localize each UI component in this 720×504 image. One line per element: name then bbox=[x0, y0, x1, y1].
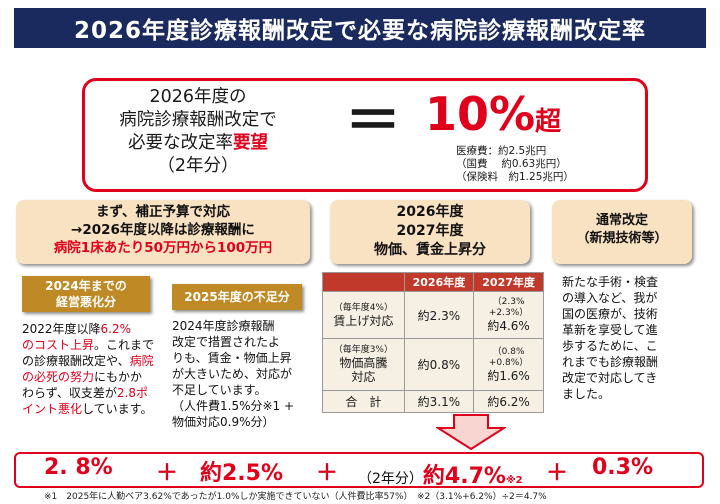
subheader-2024-deterioration: 2024年までの 経営悪化分 bbox=[22, 276, 150, 312]
table-row: 合 計 約3.1% 約6.2% bbox=[322, 390, 544, 413]
table-cell: （0.8% +0.8%） 約1.6% bbox=[473, 338, 544, 391]
rates-table: 2026年度 2027年度 （毎年度4%） 賃上げ対応 約2.3% （2.3% +… bbox=[322, 272, 544, 413]
table-cell: 約6.2% bbox=[473, 390, 544, 413]
table-row-label: （毎年度4%） 賃上げ対応 bbox=[322, 291, 405, 339]
table-row: （毎年度4%） 賃上げ対応 約2.3% （2.3% +2.3%） 約4.6% bbox=[322, 291, 544, 339]
plus-sign: ＋ bbox=[156, 461, 179, 486]
row-label: 賃上げ対応 bbox=[333, 313, 394, 328]
table-row: （毎年度3%） 物価高騰 対応 約0.8% （0.8% +0.8%） 約1.6% bbox=[322, 338, 544, 391]
table-header-row: 2026年度 2027年度 bbox=[322, 272, 544, 292]
header-regular-revision: 通常改定 （新規技術等） bbox=[552, 200, 692, 264]
paragraph-deterioration: 2022年度以降6.2% のコスト上昇。これまで の診療報酬改定や、病院 の必死… bbox=[22, 321, 154, 417]
table-cell: 約0.8% bbox=[403, 338, 475, 391]
p1-d: のコスト上昇 bbox=[22, 338, 95, 352]
p1-i: にもかか わらず、収支差が bbox=[22, 370, 143, 400]
p1-e: 。これまで の診療報酬改定や、 bbox=[22, 338, 155, 368]
table-cell: （2.3% +2.3%） 約4.6% bbox=[473, 291, 544, 339]
footnote: ※1 2025年に人勤ベア3.62%であったが1.0%しか実施できていない（人件… bbox=[44, 492, 547, 502]
header-price-wage: 2026年度 2027年度 物価、賃金上昇分 bbox=[330, 200, 530, 264]
desc-line-3: 必要な改定率要望 bbox=[98, 132, 298, 155]
p1-b: 6.2% bbox=[100, 322, 132, 336]
term-two-year-note: ※2 bbox=[505, 475, 523, 486]
row-note: （毎年度4%） bbox=[333, 302, 393, 313]
term-two-year: （2年分）約4.7%※2 bbox=[358, 458, 523, 490]
subheader-2025-shortfall: 2025年度の不足分 bbox=[172, 284, 302, 310]
term-two-year-value: 約4.7% bbox=[422, 464, 506, 489]
header-price-wage-line-2: 2027年度 bbox=[396, 223, 464, 239]
required-rate-value: 10%超 bbox=[425, 88, 561, 140]
subheader-2024-line-2: 経営悪化分 bbox=[55, 295, 116, 309]
header-subsidy: まず、補正予算で対応 →2026年度以降は診療報酬に 病院1床あたり50万円から… bbox=[16, 200, 310, 264]
table-cell: 約3.1% bbox=[403, 390, 475, 413]
paragraph-shortfall: 2024年度診療報酬 改定で措置されたよ りも、賃金・物価上昇 が大きいため、対… bbox=[172, 319, 295, 429]
down-arrow-icon bbox=[436, 414, 506, 450]
equals-sign: ＝ bbox=[345, 89, 401, 154]
header-regular-line-1: 通常改定 bbox=[595, 213, 648, 228]
row-note: （毎年度3%） bbox=[333, 345, 393, 355]
plus-sign: ＋ bbox=[546, 461, 569, 486]
required-rate-box bbox=[82, 78, 648, 192]
term-shortfall: 約2.5% bbox=[200, 461, 284, 486]
table-header-2026: 2026年度 bbox=[403, 272, 475, 292]
p1-f: 病院 bbox=[129, 354, 154, 368]
rate-number: 10% bbox=[425, 87, 536, 141]
table-row-label: 合 計 bbox=[322, 390, 405, 413]
desc-line-2: 病院診療報酬改定で bbox=[119, 110, 277, 130]
p1-j: 2.8ポ bbox=[116, 386, 149, 400]
term-two-year-label: （2年分） bbox=[358, 471, 423, 487]
cell-value: 約4.6% bbox=[487, 319, 530, 333]
cell-note: （0.8% +0.8%） bbox=[488, 346, 529, 368]
header-price-wage-line-1: 2026年度 bbox=[396, 204, 464, 220]
table-cell: 約2.3% bbox=[403, 291, 475, 339]
header-subsidy-line-1: まず、補正予算で対応 bbox=[95, 204, 231, 220]
plus-sign: ＋ bbox=[316, 461, 339, 486]
term-deterioration: 2. 8% bbox=[44, 455, 113, 480]
paragraph-regular-revision: 新たな手術・検査 の導入など、我が 国の医療が、技術 革新を享受して進 歩するた… bbox=[562, 275, 659, 401]
required-rate-description: 2026年度の 病院診療報酬改定で 必要な改定率要望 （2年分） bbox=[98, 86, 298, 178]
total-equation-box bbox=[14, 452, 704, 488]
desc-line-3-highlight: 要望 bbox=[233, 133, 268, 153]
cell-value: 約1.6% bbox=[487, 368, 530, 383]
p1-a: 2022年度以降 bbox=[22, 322, 101, 336]
row-label: 物価高騰 対応 bbox=[339, 356, 388, 384]
header-subsidy-line-2: →2026年度以降は診療報酬に bbox=[71, 222, 255, 238]
subheader-2024-line-1: 2024年までの bbox=[45, 279, 127, 293]
cell-note: （2.3% +2.3%） bbox=[488, 297, 529, 318]
table-row-label: （毎年度3%） 物価高騰 対応 bbox=[322, 338, 405, 391]
table-header-blank bbox=[322, 272, 405, 292]
header-subsidy-line-3: 病院1床あたり50万円から100万円 bbox=[53, 240, 273, 256]
p1-m: しています。 bbox=[82, 402, 153, 416]
page-title: 2026年度診療報酬改定で必要な病院診療報酬改定率 bbox=[14, 8, 706, 48]
desc-line-1: 2026年度の bbox=[149, 87, 247, 107]
cost-breakdown-notes: 医療費：約2.5兆円 （国費 約0.63兆円） （保険料 約1.25兆円） bbox=[456, 145, 574, 183]
header-price-wage-line-3: 物価、賃金上昇分 bbox=[374, 242, 486, 258]
header-regular-line-2: （新規技術等） bbox=[576, 231, 668, 246]
rate-suffix: 超 bbox=[535, 107, 562, 137]
table-header-2027: 2027年度 bbox=[473, 272, 544, 292]
p1-h: の必死の努力 bbox=[22, 370, 95, 384]
desc-line-4: （2年分） bbox=[157, 156, 239, 176]
desc-line-3-prefix: 必要な改定率 bbox=[128, 133, 233, 153]
term-regular: 0.3% bbox=[592, 455, 654, 480]
p1-l: イント悪化 bbox=[22, 402, 83, 416]
